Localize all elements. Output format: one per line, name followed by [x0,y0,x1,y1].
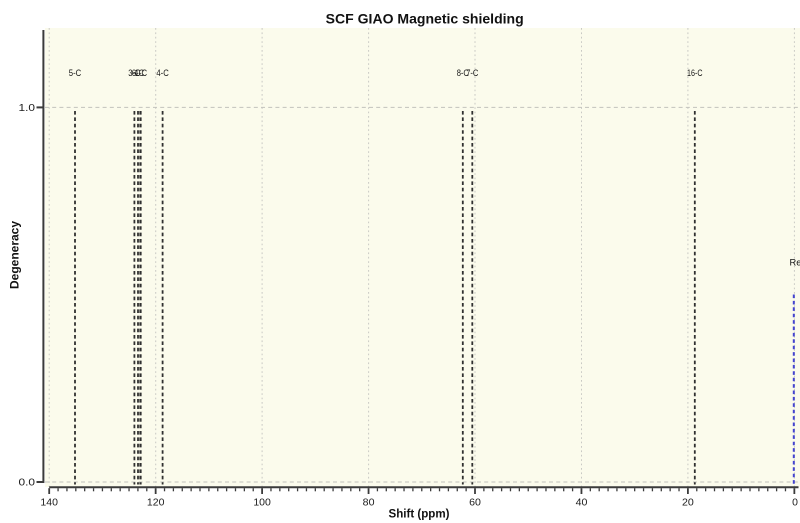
svg-text:6-C: 6-C [132,68,145,78]
svg-text:8-C: 8-C [457,68,469,78]
svg-text:Degeneracy: Degeneracy [8,221,22,289]
svg-text:4-C: 4-C [156,68,169,78]
svg-text:100: 100 [253,497,271,508]
svg-text:5-C: 5-C [69,68,82,78]
svg-text:20: 20 [682,497,694,508]
svg-text:1.0: 1.0 [19,103,36,114]
svg-text:16-C: 16-C [687,68,703,78]
svg-text:0: 0 [792,497,798,508]
svg-text:40: 40 [576,497,588,508]
svg-text:Reference: Reference [790,258,800,268]
svg-text:3-C: 3-C [128,68,141,78]
svg-text:0.0: 0.0 [19,478,36,489]
svg-text:7-C: 7-C [466,68,478,78]
svg-text:140: 140 [40,497,58,508]
svg-text:1-C: 1-C [135,68,148,78]
svg-text:SCF GIAO Magnetic shielding: SCF GIAO Magnetic shielding [326,10,524,26]
svg-text:120: 120 [147,497,165,508]
svg-text:80: 80 [363,497,375,508]
svg-text:Shift (ppm): Shift (ppm) [389,508,450,520]
svg-text:60: 60 [469,497,481,508]
